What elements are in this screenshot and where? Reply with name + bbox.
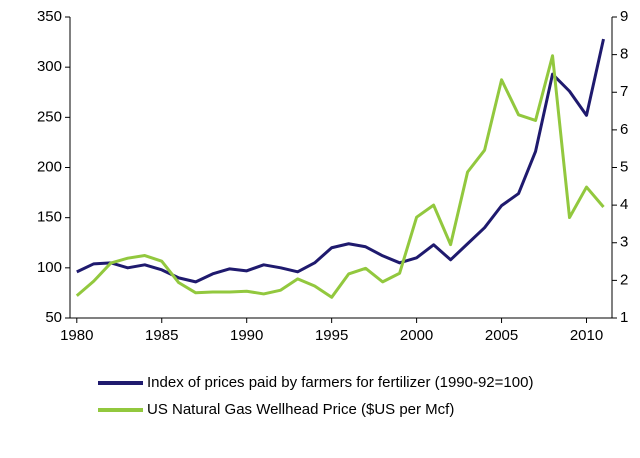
y2-tick-label: 4 [620, 196, 628, 213]
x-tick-label: 2010 [570, 327, 603, 344]
y-tick-label: 250 [37, 108, 62, 125]
y-tick-label: 50 [45, 309, 62, 326]
y2-tick-label: 3 [620, 234, 628, 251]
y2-tick-label: 8 [620, 46, 628, 63]
y2-tick-label: 7 [620, 83, 628, 100]
y2-tick-label: 9 [620, 8, 628, 25]
x-tick-label: 2005 [485, 327, 518, 344]
legend-label: US Natural Gas Wellhead Price ($US per M… [147, 401, 454, 418]
y2-tick-label: 1 [620, 309, 628, 326]
y2-tick-label: 2 [620, 271, 628, 288]
x-tick-label: 1985 [145, 327, 178, 344]
y-tick-label: 150 [37, 209, 62, 226]
x-tick-label: 2000 [400, 327, 433, 344]
x-tick-label: 1995 [315, 327, 348, 344]
y2-tick-label: 6 [620, 121, 628, 138]
legend-label: Index of prices paid by farmers for fert… [147, 374, 533, 391]
y-tick-label: 200 [37, 158, 62, 175]
series-line [76, 38, 605, 284]
series-line [75, 54, 605, 299]
x-tick-label: 1990 [230, 327, 263, 344]
y-tick-label: 300 [37, 58, 62, 75]
y-tick-label: 350 [37, 8, 62, 25]
y2-tick-label: 5 [620, 158, 628, 175]
x-tick-label: 1980 [60, 327, 93, 344]
y-tick-label: 100 [37, 259, 62, 276]
